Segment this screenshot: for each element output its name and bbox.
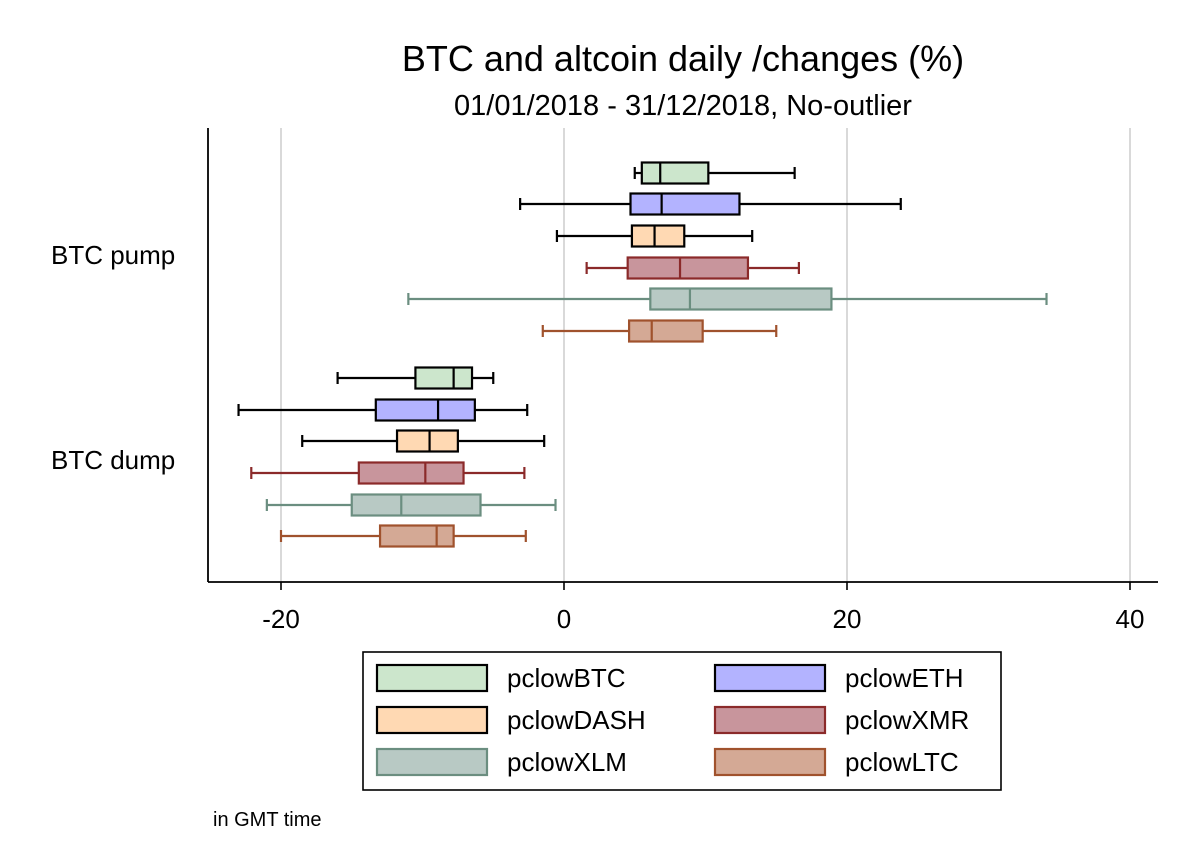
legend-label-pclowXLM: pclowXLM bbox=[507, 747, 627, 777]
iqr-box bbox=[414, 366, 474, 390]
box-pclowBTC-dump bbox=[336, 366, 495, 390]
legend-swatch-pclowXMR bbox=[713, 705, 827, 735]
box-pclowETH-dump bbox=[237, 398, 529, 422]
legend-label-pclowBTC: pclowBTC bbox=[507, 663, 625, 693]
x-tick-label: 0 bbox=[557, 604, 571, 634]
legend-label-pclowLTC: pclowLTC bbox=[845, 747, 959, 777]
category-label: BTC dump bbox=[51, 445, 175, 475]
legend-label-pclowDASH: pclowDASH bbox=[507, 705, 646, 735]
box-pclowDASH-pump bbox=[555, 224, 754, 248]
x-tick-label: 20 bbox=[833, 604, 862, 634]
iqr-box bbox=[626, 256, 750, 280]
iqr-box bbox=[378, 524, 455, 548]
box-pclowXLM-dump bbox=[265, 493, 557, 517]
chart-subtitle: 01/01/2018 - 31/12/2018, No-outlier bbox=[454, 90, 912, 122]
chart-title: BTC and altcoin daily /changes (%) bbox=[402, 38, 964, 79]
legend-swatch-pclowLTC bbox=[713, 747, 827, 777]
x-tick-label: -20 bbox=[262, 604, 300, 634]
plot-marks bbox=[237, 161, 1048, 548]
box-pclowLTC-dump bbox=[279, 524, 527, 548]
legend-swatch-pclowDASH bbox=[375, 705, 489, 735]
box-pclowXMR-pump bbox=[585, 256, 800, 280]
y-axis-labels: BTC pump BTC dump bbox=[51, 240, 175, 475]
iqr-box bbox=[630, 224, 686, 248]
box-pclowDASH-dump bbox=[301, 429, 546, 453]
iqr-box bbox=[649, 287, 833, 311]
legend: pclowBTC pclowETH pclowDASH pclowXMR pclowXL… bbox=[375, 663, 969, 777]
legend-label-pclowETH: pclowETH bbox=[845, 663, 963, 693]
iqr-box bbox=[374, 398, 476, 422]
legend-label-pclowXMR: pclowXMR bbox=[845, 705, 969, 735]
iqr-box bbox=[357, 461, 465, 485]
box-pclowETH-pump bbox=[519, 192, 902, 216]
box-pclowLTC-pump bbox=[541, 319, 778, 343]
chart-note: in GMT time bbox=[213, 809, 322, 831]
legend-swatch-pclowXLM bbox=[375, 747, 489, 777]
iqr-box bbox=[627, 319, 704, 343]
iqr-box bbox=[350, 493, 482, 517]
box-pclowXLM-pump bbox=[407, 287, 1048, 311]
box-pclowXMR-dump bbox=[250, 461, 526, 485]
x-axis-ticks: -20 0 20 40 bbox=[262, 582, 1144, 634]
legend-swatch-pclowETH bbox=[713, 663, 827, 693]
category-label: BTC pump bbox=[51, 240, 175, 270]
iqr-box bbox=[640, 161, 710, 185]
iqr-box bbox=[629, 192, 741, 216]
box-pclowBTC-pump bbox=[633, 161, 796, 185]
legend-swatch-pclowBTC bbox=[375, 663, 489, 693]
iqr-box bbox=[395, 429, 459, 453]
x-tick-label: 40 bbox=[1116, 604, 1145, 634]
